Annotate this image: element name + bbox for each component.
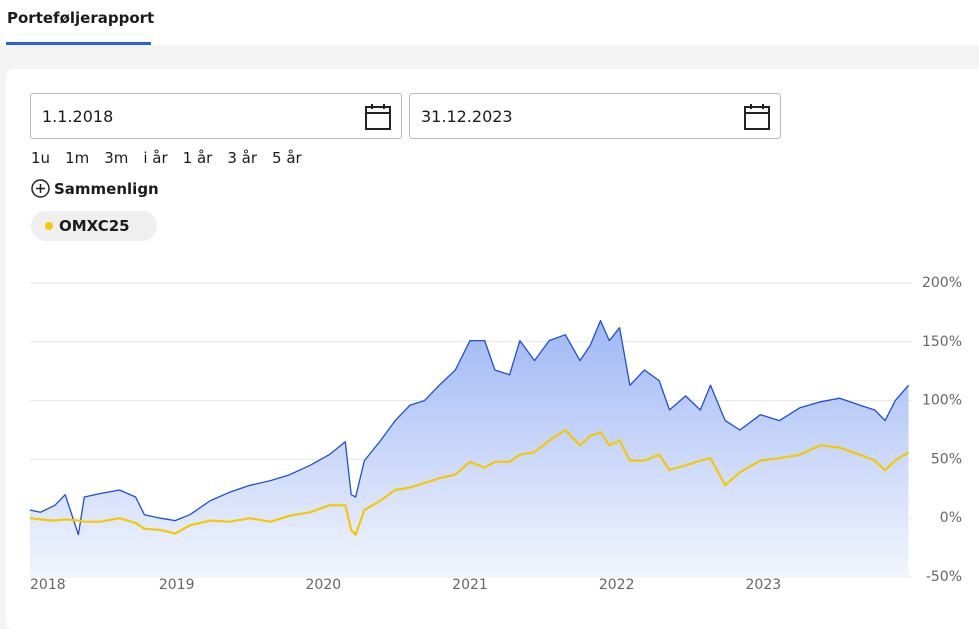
calendar-icon — [744, 104, 770, 130]
y-tick-label: 50% — [931, 451, 962, 467]
x-tick-label: 2023 — [746, 577, 782, 593]
x-tick-label: 2022 — [599, 577, 635, 593]
compare-button[interactable]: Sammenlign — [31, 179, 159, 198]
range-button[interactable]: 5 år — [272, 149, 302, 167]
date-input[interactable]: 31.12.2023 — [409, 93, 781, 139]
date-input[interactable]: 1.1.2018 — [30, 93, 402, 139]
line — [29, 428, 910, 536]
legend-dot — [45, 222, 53, 230]
calendar-icon — [365, 104, 391, 130]
x-tick-label: 2019 — [159, 577, 195, 593]
chart: -50% 0% 50% 100% 150% 200% 2018 2019 2020 2021 202… — [29, 275, 962, 593]
range-button[interactable]: 3 år — [227, 149, 258, 167]
line — [29, 319, 909, 536]
date-text: 1.1.2018 — [42, 107, 114, 126]
tab[interactable]: Porteføljerapport — [7, 9, 155, 27]
y-tick-label: 100% — [922, 393, 962, 409]
area — [30, 320, 909, 577]
y-tick-label: -50% — [926, 569, 962, 585]
range-button[interactable]: 1u — [31, 149, 51, 167]
y-tick-label: 0% — [940, 510, 962, 526]
x-tick-label: 2020 — [306, 577, 342, 593]
compare-label: Sammenlign — [54, 179, 159, 198]
y-tick-label: 200% — [922, 275, 962, 291]
range-button[interactable]: 3m — [104, 149, 129, 167]
tab-bar: Porteføljerapport — [0, 0, 979, 45]
tab-indicator — [6, 42, 151, 45]
x-tick-label: 2021 — [452, 577, 488, 593]
y-tick-label: 150% — [922, 334, 962, 350]
plus-icon — [31, 179, 50, 198]
range-buttons: 1u 1m 3m i år 1 år 3 år 5 år — [31, 149, 317, 167]
range-button[interactable]: i år — [143, 149, 168, 167]
range-button[interactable]: 1m — [65, 149, 90, 167]
range-button[interactable]: 1 år — [182, 149, 213, 167]
legend-label: OMXC25 — [59, 217, 130, 235]
legend-chip[interactable]: OMXC25 — [31, 211, 157, 241]
x-tick-label: 2018 — [30, 577, 66, 593]
date-text: 31.12.2023 — [421, 107, 513, 126]
